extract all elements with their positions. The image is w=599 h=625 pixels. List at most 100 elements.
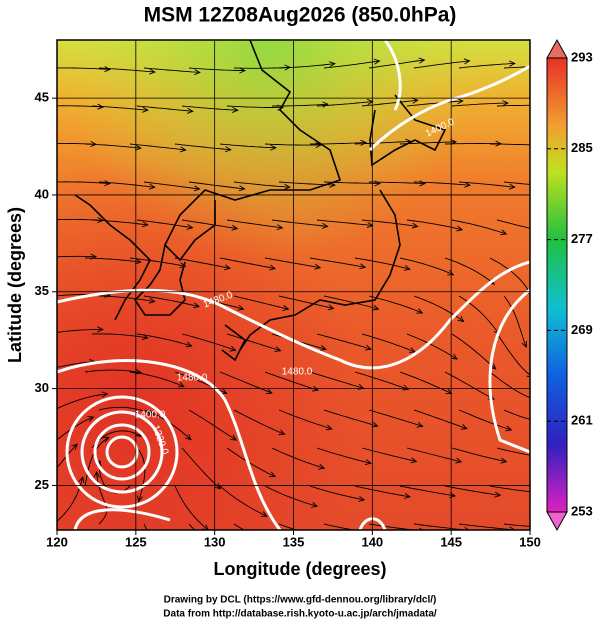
- contour: [93, 423, 151, 481]
- streamline: [57, 393, 108, 410]
- streamline: [226, 105, 284, 109]
- streamline: [136, 447, 146, 502]
- contour: [488, 288, 530, 454]
- streamline: [271, 447, 325, 469]
- streamline: [181, 105, 238, 111]
- streamline: [368, 523, 418, 530]
- coastline: [133, 244, 186, 316]
- streamline: [84, 369, 141, 374]
- coastline: [221, 324, 247, 362]
- streamline: [496, 333, 530, 376]
- streamline-arrow: [500, 229, 508, 236]
- streamline-arrow: [463, 58, 471, 65]
- streamline: [174, 257, 231, 269]
- contour-label: 1480.0: [177, 373, 208, 384]
- streamline-arrow: [592, 446, 598, 451]
- streamline-arrow: [408, 347, 416, 353]
- streamline: [57, 361, 95, 368]
- streamline: [278, 63, 335, 69]
- contour: [368, 64, 530, 152]
- streamline: [264, 257, 321, 269]
- streamline-arrow: [374, 180, 382, 187]
- streamline: [368, 409, 423, 427]
- streamline-arrow: [327, 535, 333, 540]
- colorbar-tick-label: 269: [571, 322, 593, 337]
- title: MSM 12Z08Aug2026 (850.0hPa): [144, 4, 457, 27]
- streamline-arrow: [104, 180, 111, 187]
- streamline-arrow: [265, 388, 273, 394]
- streamline-arrow: [270, 144, 277, 151]
- streamline-arrow: [456, 225, 464, 232]
- streamline-arrow: [364, 459, 372, 465]
- streamline: [496, 447, 530, 456]
- streamline: [278, 181, 335, 186]
- streamline: [129, 371, 185, 387]
- contours: [57, 40, 530, 530]
- streamline: [361, 333, 416, 353]
- streamline: [310, 142, 367, 145]
- streamline: [264, 485, 318, 507]
- streamline: [136, 333, 192, 347]
- streamline-arrow: [270, 27, 276, 32]
- streamline: [174, 143, 231, 151]
- streamline-arrow: [329, 181, 336, 188]
- streamline: [503, 295, 527, 348]
- streamline: [406, 333, 458, 360]
- streamline-arrow: [186, 107, 194, 114]
- colorbar-extend: [546, 511, 568, 532]
- streamline: [361, 447, 417, 462]
- streamline-arrow: [419, 527, 424, 530]
- streamline: [278, 523, 298, 530]
- axes: 120 125 130 135 140 145 150 25 30 35 40 45: [35, 90, 541, 550]
- streamline-arrow: [418, 57, 426, 64]
- streamline: [84, 437, 110, 487]
- y-tick-label: 25: [35, 477, 49, 492]
- streamline-arrow: [450, 353, 458, 360]
- streamline: [535, 29, 591, 30]
- streamline-arrow: [540, 490, 546, 495]
- colorbar-tick-label: 285: [571, 140, 593, 155]
- streamline: [271, 219, 328, 227]
- streamline-arrow: [141, 334, 149, 341]
- streamline: [219, 371, 273, 394]
- streamline: [188, 67, 245, 72]
- streamline-arrow: [149, 68, 156, 75]
- colorbar-tick-label: 277: [571, 231, 593, 246]
- streamline-arrow: [329, 61, 336, 68]
- streamline-arrow: [541, 142, 546, 147]
- contour-label: 1400.0: [135, 410, 166, 421]
- streamline: [220, 29, 276, 30]
- streamline: [96, 471, 108, 525]
- streamline: [413, 409, 467, 430]
- streamline: [272, 103, 329, 107]
- streamline-arrow: [135, 30, 141, 35]
- streamline-arrow: [284, 183, 291, 190]
- streamline: [233, 295, 289, 310]
- streamline-arrow: [104, 66, 111, 73]
- streamline: [91, 105, 148, 111]
- footer: Drawing by DCL (https://www.gfd-dennou.o…: [164, 595, 437, 606]
- streamline: [264, 371, 319, 391]
- streamline-arrow: [90, 27, 96, 32]
- streamline: [233, 181, 290, 188]
- streamline-arrow: [194, 69, 201, 76]
- streamline-arrow: [521, 340, 527, 348]
- streamline-arrow: [278, 429, 286, 436]
- streamline-arrow: [228, 552, 234, 557]
- streamline: [503, 66, 530, 69]
- streamline-arrow: [581, 376, 587, 381]
- streamline: [354, 485, 410, 498]
- streamline-arrow: [416, 421, 424, 428]
- streamline: [458, 409, 512, 431]
- streamline: [316, 101, 373, 107]
- streamline-arrow: [371, 421, 379, 428]
- streamline-arrow: [457, 315, 465, 323]
- streamline: [136, 219, 193, 229]
- streamline: [361, 219, 418, 227]
- streamline: [399, 141, 457, 145]
- streamline-arrow: [593, 104, 598, 109]
- streamline-arrow: [276, 224, 284, 231]
- streamline-arrow: [321, 222, 329, 229]
- streamline-arrow: [135, 144, 142, 151]
